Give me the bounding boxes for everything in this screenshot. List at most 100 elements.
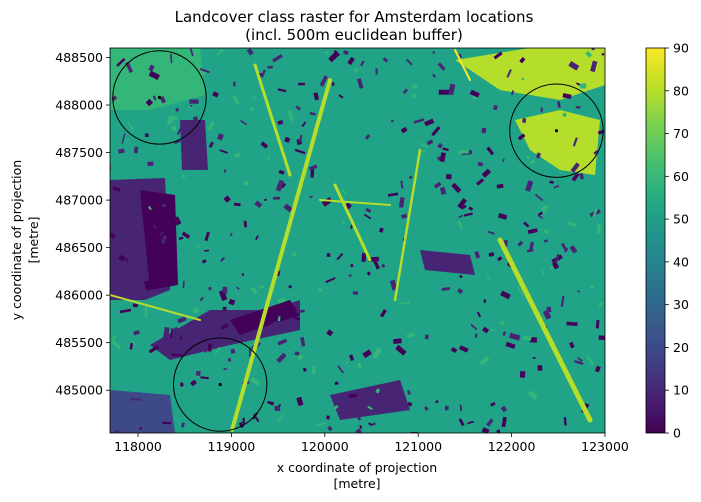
location-buffers [112,50,604,432]
raster-block [337,365,344,374]
raster-block [402,88,408,94]
raster-block [179,336,183,341]
raster-block [195,370,201,376]
raster-block [112,186,121,192]
raster-block [199,67,210,74]
raster-block [189,48,194,57]
x-tick-label: 120000 [301,439,349,454]
raster-block [223,367,228,371]
raster-block [180,382,184,387]
raster-block [207,343,212,352]
raster-block [541,268,546,276]
raster-block [381,263,386,268]
raster-block [400,126,408,134]
raster-block [328,51,339,63]
raster-block [331,82,335,86]
raster-block [310,168,315,178]
x-tick-label: 119000 [208,439,256,454]
raster-block [553,185,560,189]
raster-block [267,155,271,162]
raster-block [143,280,152,291]
raster-block [229,233,233,237]
raster-block [175,107,179,112]
raster-block [230,348,236,354]
raster-block [411,83,419,90]
raster-block [476,178,485,186]
raster-block [470,323,478,331]
raster-block [499,320,506,326]
raster-block [296,353,304,361]
raster-block [158,230,164,236]
colorbar-tick-label: 0 [673,426,681,441]
raster-block [277,120,284,125]
raster-block [148,345,160,354]
raster-patch-west-dark [140,190,178,290]
raster-block [359,425,363,429]
raster-block [298,134,303,143]
raster-block [517,286,524,297]
raster-block [295,309,305,314]
raster-block [308,164,318,171]
x-tick-label: 121000 [394,439,442,454]
raster-block [459,274,463,279]
raster-block [566,221,578,228]
raster-block [433,181,442,189]
raster-block [195,244,201,248]
raster-block [319,75,328,87]
raster-block [111,339,122,350]
raster-block [481,427,490,433]
raster-block [435,399,439,404]
raster-block [460,204,467,210]
raster-block [269,320,279,329]
raster-block [212,91,219,98]
raster-block [214,346,222,355]
raster-block [276,414,285,423]
raster-block [532,357,536,359]
raster-block [577,357,583,362]
raster-block [173,216,182,226]
x-axis-ticks: 118000 119000 120000 121000 122000 123000 [114,433,629,454]
raster-block [375,388,381,394]
raster-block [500,290,511,300]
raster-streak-mid [319,199,391,206]
raster-block [356,78,364,89]
raster-block [468,206,474,211]
raster-block [562,93,572,99]
raster-block [201,259,207,264]
raster-block [537,365,543,371]
raster-block [312,366,316,375]
raster-block [594,365,601,373]
raster-block [424,406,429,412]
raster-block [333,404,339,410]
raster-block [224,169,227,173]
raster-block [363,213,372,220]
raster-patch-east-buffer [515,110,600,175]
raster-block [295,105,301,111]
x-tick-label: 118000 [114,439,162,454]
raster-block [222,286,228,294]
raster-block [177,316,187,324]
raster-block [595,319,600,329]
raster-block [389,279,398,291]
raster-block [348,393,357,398]
raster-block [182,336,186,341]
raster-block [406,332,416,338]
raster-block [542,211,545,215]
raster-block [498,213,508,220]
raster-block [294,148,306,155]
raster-block [227,358,232,362]
raster-block [218,331,226,338]
raster-patch-south-mid [330,380,410,420]
raster-block [254,200,263,208]
raster-block [250,286,258,295]
raster-block [182,280,185,289]
raster-block [519,57,526,64]
raster-block [272,196,281,200]
raster-block [121,133,126,144]
raster-block [250,106,255,112]
raster-block [596,223,602,234]
raster-block [181,422,185,428]
raster-block [242,417,246,424]
raster-block [400,302,407,305]
